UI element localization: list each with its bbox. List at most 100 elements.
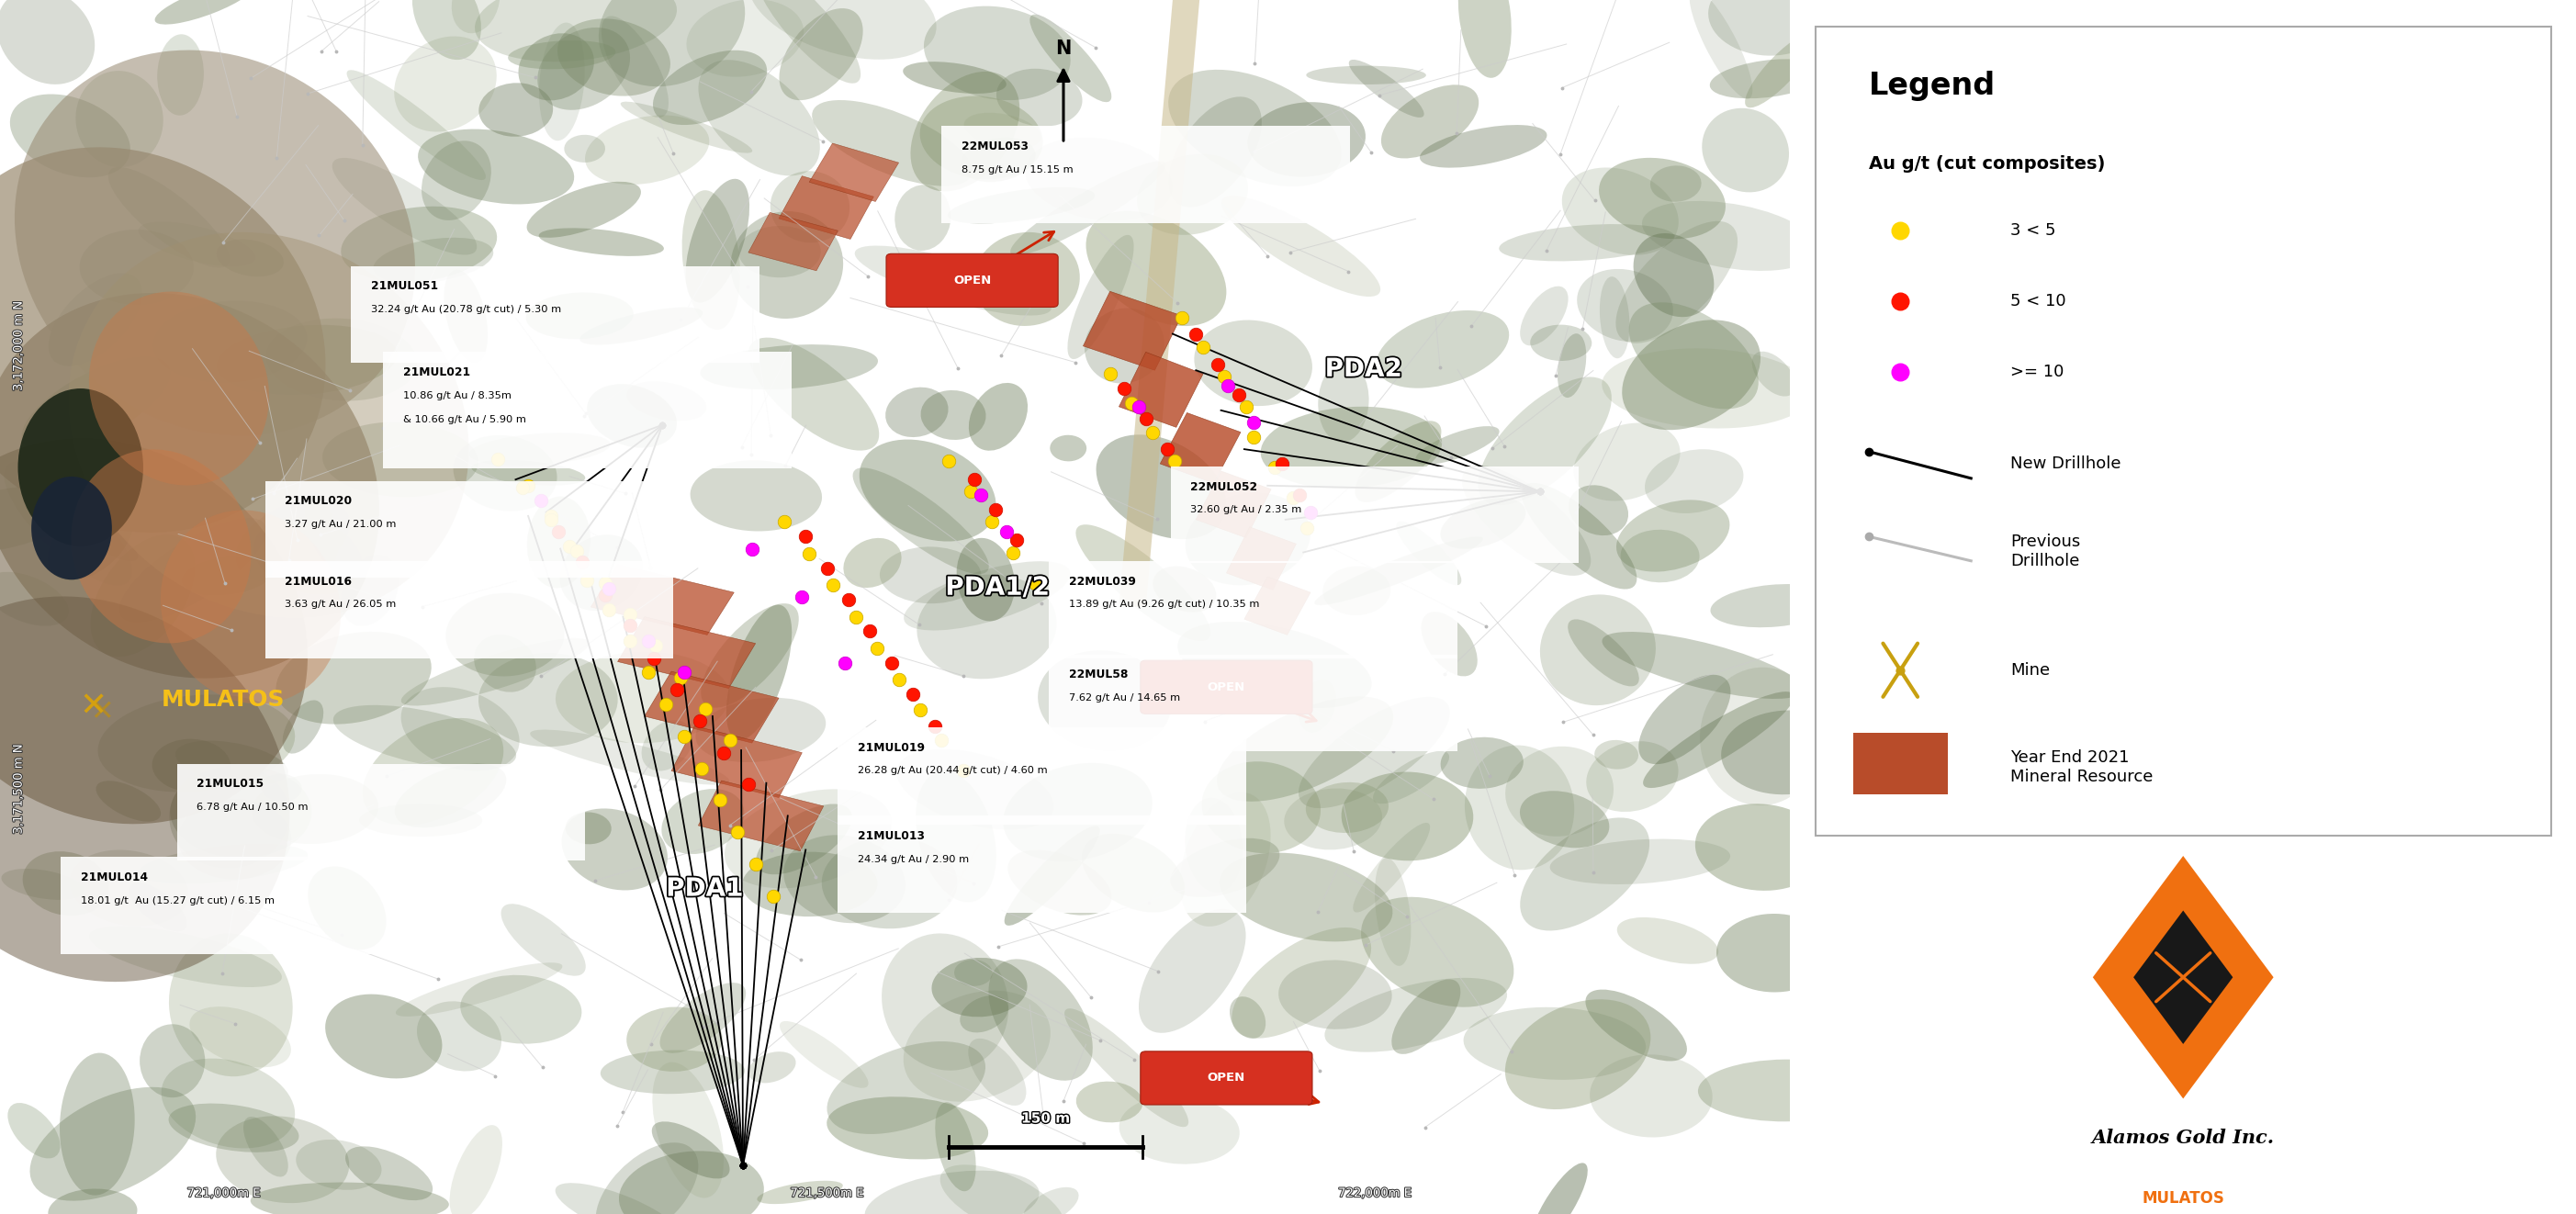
Point	[951, 482, 992, 501]
Ellipse shape	[917, 771, 997, 902]
Ellipse shape	[969, 1038, 1025, 1106]
Point	[703, 743, 744, 762]
Point	[1231, 427, 1273, 447]
Ellipse shape	[453, 435, 556, 511]
Text: 6.78 g/t Au / 10.50 m: 6.78 g/t Au / 10.50 m	[196, 802, 309, 812]
Ellipse shape	[183, 557, 273, 595]
Ellipse shape	[1587, 742, 1680, 812]
Ellipse shape	[3, 869, 85, 900]
Ellipse shape	[191, 1006, 291, 1067]
Ellipse shape	[860, 439, 997, 541]
Ellipse shape	[1558, 334, 1587, 398]
Ellipse shape	[917, 574, 1056, 679]
Point	[538, 522, 580, 541]
Text: 21MUL019: 21MUL019	[858, 742, 925, 754]
Point	[752, 886, 793, 906]
Ellipse shape	[1499, 225, 1674, 261]
Point	[850, 622, 891, 641]
Ellipse shape	[1643, 692, 1793, 788]
Text: 3 < 5: 3 < 5	[2009, 222, 2056, 239]
Ellipse shape	[853, 467, 989, 574]
Ellipse shape	[698, 59, 819, 176]
Ellipse shape	[170, 766, 312, 858]
Ellipse shape	[1139, 909, 1247, 1033]
Ellipse shape	[652, 50, 768, 125]
Ellipse shape	[1170, 838, 1280, 897]
Point	[567, 571, 608, 590]
Point	[1880, 362, 1922, 381]
Ellipse shape	[374, 238, 495, 283]
Point	[806, 558, 848, 578]
Ellipse shape	[1530, 1163, 1587, 1214]
Ellipse shape	[332, 705, 515, 770]
Ellipse shape	[1615, 221, 1739, 344]
Point	[1262, 454, 1303, 473]
Text: 13.89 g/t Au (9.26 g/t cut) / 10.35 m: 13.89 g/t Au (9.26 g/t cut) / 10.35 m	[1069, 600, 1260, 609]
Ellipse shape	[250, 1182, 448, 1214]
FancyBboxPatch shape	[1141, 1051, 1311, 1105]
Point	[680, 759, 721, 778]
Ellipse shape	[1479, 376, 1613, 505]
Point	[477, 449, 518, 469]
Ellipse shape	[1703, 108, 1788, 192]
Ellipse shape	[1540, 595, 1656, 705]
Point	[891, 685, 933, 704]
Text: OPEN: OPEN	[953, 274, 992, 287]
Polygon shape	[750, 212, 837, 271]
Ellipse shape	[394, 36, 497, 132]
Point	[1133, 422, 1175, 442]
Ellipse shape	[750, 337, 878, 450]
Ellipse shape	[507, 40, 616, 69]
Point	[927, 452, 969, 471]
Ellipse shape	[598, 0, 744, 86]
Ellipse shape	[31, 476, 111, 580]
Ellipse shape	[90, 291, 268, 486]
Ellipse shape	[1710, 584, 1837, 628]
Ellipse shape	[1136, 154, 1247, 236]
Text: PDA1: PDA1	[667, 875, 742, 902]
Text: 26.28 g/t Au (20.44 g/t cut) / 4.60 m: 26.28 g/t Au (20.44 g/t cut) / 4.60 m	[858, 766, 1048, 776]
Ellipse shape	[1185, 798, 1242, 892]
Ellipse shape	[556, 1182, 683, 1214]
Text: N: N	[1056, 40, 1072, 58]
Ellipse shape	[662, 789, 744, 855]
Ellipse shape	[974, 232, 1079, 325]
Ellipse shape	[1600, 277, 1631, 358]
Ellipse shape	[5, 461, 131, 585]
Ellipse shape	[1561, 168, 1680, 255]
Ellipse shape	[479, 653, 618, 747]
Ellipse shape	[15, 50, 415, 436]
Ellipse shape	[1221, 195, 1381, 296]
Ellipse shape	[417, 1002, 502, 1071]
Ellipse shape	[1463, 1008, 1646, 1079]
Ellipse shape	[170, 764, 289, 868]
Ellipse shape	[562, 809, 667, 890]
Ellipse shape	[1195, 320, 1311, 405]
FancyBboxPatch shape	[1172, 466, 1579, 563]
Point	[729, 775, 770, 794]
Point	[734, 855, 775, 874]
Point	[531, 506, 572, 526]
Ellipse shape	[842, 538, 902, 588]
Ellipse shape	[1633, 233, 1713, 317]
Text: 21MUL051: 21MUL051	[371, 280, 438, 293]
Ellipse shape	[1314, 537, 1484, 605]
Ellipse shape	[500, 904, 585, 976]
Ellipse shape	[1360, 897, 1515, 1008]
Ellipse shape	[855, 245, 1051, 316]
Point	[1118, 397, 1159, 416]
Ellipse shape	[340, 206, 497, 282]
FancyBboxPatch shape	[265, 481, 672, 578]
Polygon shape	[698, 781, 824, 851]
Ellipse shape	[72, 449, 252, 643]
Point	[1126, 409, 1167, 429]
Ellipse shape	[886, 280, 963, 302]
Polygon shape	[618, 617, 755, 688]
Ellipse shape	[1520, 287, 1569, 346]
Ellipse shape	[1118, 1096, 1239, 1164]
Ellipse shape	[178, 799, 291, 879]
Polygon shape	[2133, 910, 2233, 1044]
Ellipse shape	[1716, 914, 1832, 992]
Ellipse shape	[1396, 521, 1461, 585]
Point	[662, 663, 703, 682]
